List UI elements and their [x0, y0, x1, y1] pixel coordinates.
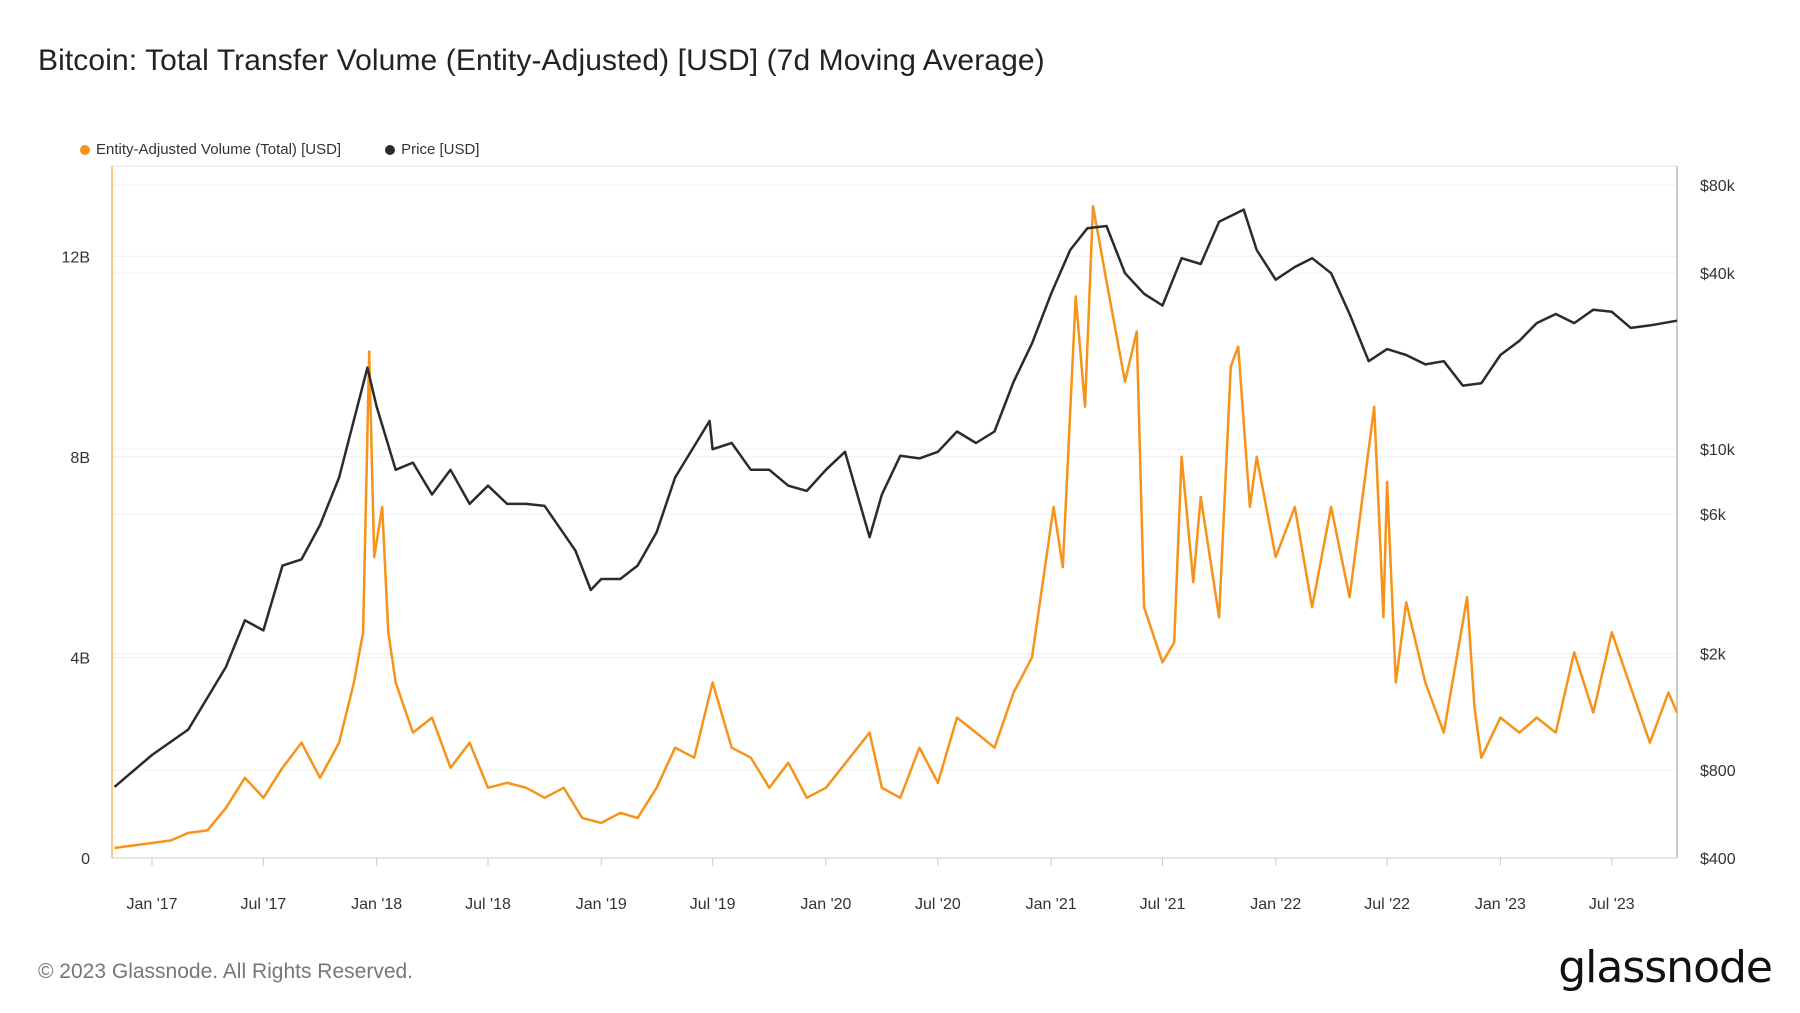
y-right-tick-label: $2k [1700, 647, 1727, 664]
y-right-tick-label: $6k [1700, 507, 1727, 524]
legend-item-price[interactable]: Price [USD] [385, 141, 479, 158]
legend-label: Entity-Adjusted Volume (Total) [USD] [96, 141, 342, 158]
x-tick-label: Jan '21 [1026, 896, 1077, 913]
x-tick-label: Jul '18 [465, 896, 511, 913]
glassnode-logo: glassnode [1558, 942, 1773, 993]
x-tick-label: Jan '17 [126, 896, 177, 913]
y-right-tick-label: $80k [1700, 178, 1736, 195]
x-tick-label: Jul '21 [1140, 896, 1186, 913]
x-tick-label: Jan '22 [1250, 896, 1301, 913]
x-tick-label: Jan '20 [800, 896, 851, 913]
y-right-tick-label: $40k [1700, 266, 1736, 283]
legend-dot-icon [80, 144, 90, 155]
y-right-tick-label: $10k [1700, 442, 1736, 459]
y-right-tick-label: $400 [1700, 851, 1736, 868]
legend-item-volume[interactable]: Entity-Adjusted Volume (Total) [USD] [80, 141, 341, 158]
x-tick-label: Jul '22 [1364, 896, 1410, 913]
plot-area [111, 165, 1678, 859]
x-tick-label: Jul '17 [241, 896, 287, 913]
copyright: © 2023 Glassnode. All Rights Reserved. [38, 960, 414, 983]
y-left-tick-label: 12B [62, 249, 90, 266]
x-tick-label: Jan '18 [351, 896, 402, 913]
y-right-tick-label: $800 [1700, 763, 1736, 780]
legend-label: Price [USD] [401, 141, 480, 158]
chart-title: Bitcoin: Total Transfer Volume (Entity-A… [38, 44, 1045, 77]
x-tick-label: Jul '20 [915, 896, 961, 913]
x-tick-label: Jan '19 [576, 896, 627, 913]
x-tick-label: Jul '19 [690, 896, 736, 913]
legend: Entity-Adjusted Volume (Total) [USD] Pri… [80, 141, 479, 158]
volume-line [114, 204, 1679, 850]
y-left-tick-label: 8B [70, 450, 90, 467]
legend-dot-icon [385, 144, 396, 155]
y-left-tick-label: 4B [70, 650, 90, 667]
x-tick-label: Jul '23 [1589, 896, 1635, 913]
x-tick-label: Jan '23 [1475, 896, 1526, 913]
y-left-tick-label: 0 [81, 851, 90, 868]
